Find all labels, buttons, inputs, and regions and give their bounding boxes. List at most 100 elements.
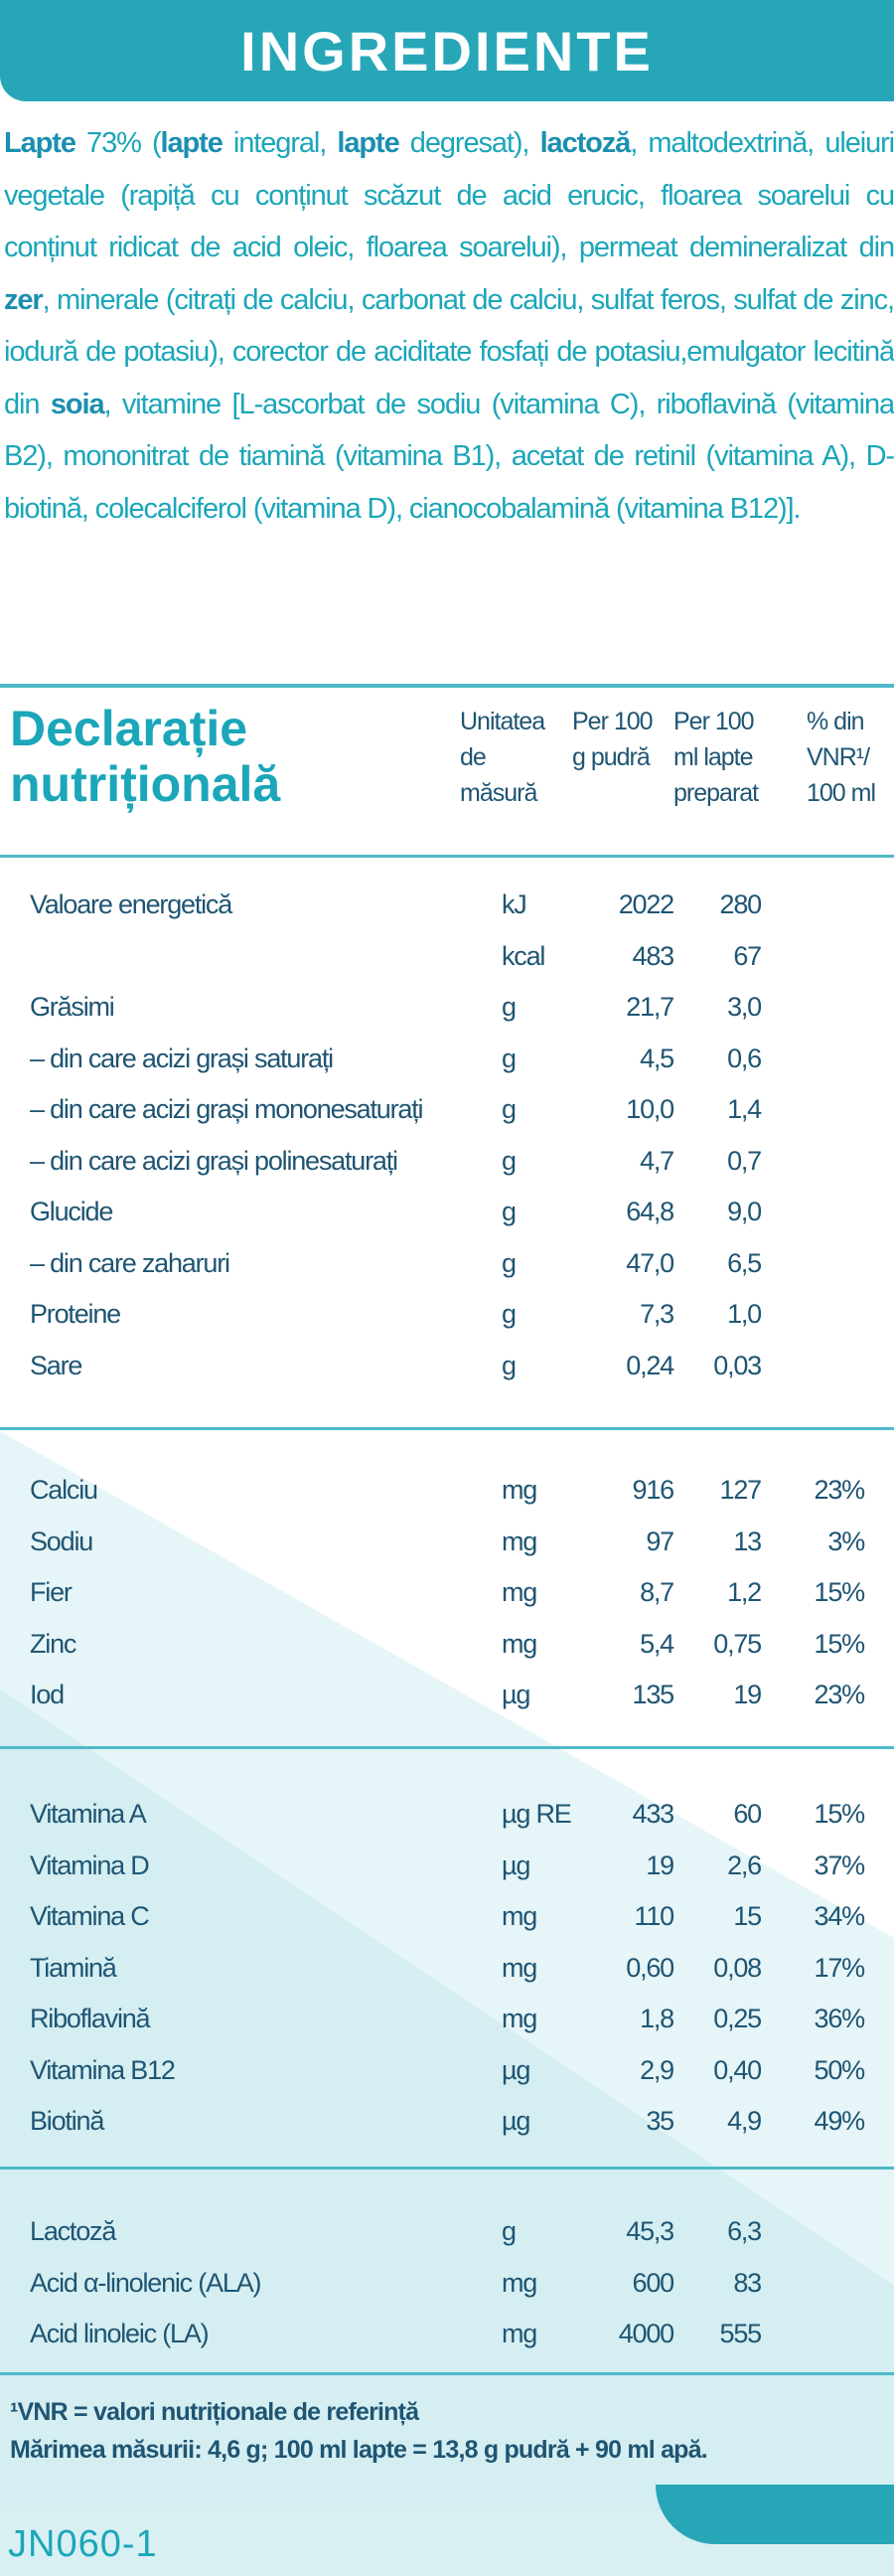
cell-unit: mg: [502, 2319, 537, 2348]
cell-per-100ml: 127: [719, 1475, 763, 1505]
bottom-accent: [656, 2485, 894, 2544]
cell-vnr: 37%: [814, 1850, 866, 1880]
cell-name: Iod: [30, 1680, 65, 1709]
cell-per-100ml: 9,0: [727, 1197, 762, 1226]
cell-unit: µg: [502, 2054, 530, 2085]
cell-name: – din care zaharuri: [30, 1247, 230, 1278]
cell-per-100g: 2,9: [640, 2054, 674, 2085]
cell-per-100ml: 83: [733, 2267, 762, 2298]
cell-name: Sare: [30, 1350, 82, 1380]
cell-per-100ml: 0,75: [713, 1628, 762, 1659]
cell-vnr: [761, 1187, 864, 1238]
footnote: ¹VNR = valori nutriționale de referință: [10, 2398, 419, 2426]
cell-per-100g: 35: [646, 2106, 674, 2136]
table-row: kcal 483 67: [30, 931, 864, 983]
cell-per-100ml: 15: [733, 1901, 762, 1931]
column-header: % din VNR¹/ 100 ml: [807, 708, 876, 807]
cell-per-100g: 2022: [618, 889, 674, 919]
column-header: Unitatea de măsură: [460, 708, 545, 807]
group-rule: [0, 2372, 894, 2375]
cell-per-100g: 433: [632, 1799, 675, 1829]
cell-unit: µg: [502, 1850, 530, 1880]
ingredient-text: integral,: [222, 127, 338, 159]
cell-per-100g: 47,0: [626, 1247, 674, 1278]
table-row: Glucide g 64,8 9,0: [30, 1187, 864, 1238]
cell-per-100ml: 60: [733, 1799, 762, 1829]
cell-vnr: 50%: [814, 2054, 866, 2085]
cell-unit: g: [502, 2216, 517, 2246]
cell-vnr: 49%: [814, 2106, 866, 2136]
cell-per-100g: 64,8: [626, 1197, 674, 1226]
cell-per-100g: 600: [632, 2267, 675, 2298]
cell-per-100g: 97: [646, 1526, 674, 1556]
cell-name: Fier: [30, 1577, 73, 1607]
cell-name: – din care acizi grași saturați: [30, 1043, 334, 1073]
cell-unit: kcal: [502, 940, 545, 971]
table-top-rule: [0, 684, 894, 688]
cell-per-100g: 45,3: [626, 2216, 674, 2246]
cell-name: Biotină: [30, 2106, 104, 2136]
cell-name: Grăsimi: [30, 992, 115, 1022]
cell-name: Valoare energetică: [30, 889, 232, 919]
cell-per-100ml: 0,25: [713, 2004, 762, 2033]
cell-name: Vitamina C: [30, 1901, 150, 1931]
allergen: soia: [50, 388, 105, 420]
cell-per-100ml: 0,08: [713, 1952, 762, 1983]
table-row: – din care acizi grași saturați g 4,5 0,6: [30, 1034, 864, 1085]
cell-name: Sodiu: [30, 1526, 93, 1556]
cell-per-100ml: 4,9: [727, 2106, 762, 2136]
cell-vnr: 34%: [814, 1901, 866, 1931]
cell-per-100g: 19: [646, 1850, 674, 1880]
cell-per-100g: 1,8: [640, 2004, 674, 2033]
cell-vnr: [761, 1084, 864, 1136]
cell-unit: mg: [502, 1475, 537, 1505]
cell-unit: mg: [502, 1577, 537, 1607]
table-row: Vitamina D µg 19 2,6 37%: [30, 1841, 866, 1892]
cell-name: Lactoză: [30, 2216, 116, 2246]
cell-name: – din care acizi grași mononesaturați: [30, 1094, 424, 1124]
table-row: Vitamina A µg RE 433 60 15%: [30, 1789, 865, 1841]
cell-vnr: 15%: [814, 1628, 866, 1659]
table-row: Iod µg 135 19 23%: [30, 1670, 866, 1721]
allergen: lapte: [337, 127, 399, 159]
table-row: Lactoză g 45,3 6,3: [30, 2206, 864, 2258]
cell-vnr: [761, 1238, 864, 1290]
cell-vnr: [761, 931, 864, 983]
cell-unit: mg: [502, 2267, 537, 2298]
cell-name: Glucide: [30, 1197, 113, 1226]
table-row: – din care acizi grași mononesaturați g 10…: [30, 1084, 864, 1136]
cell-vnr: [761, 2309, 864, 2360]
cell-per-100g: 0,24: [626, 1350, 674, 1380]
bg-band: [0, 1690, 894, 2514]
cell-per-100ml: 3,0: [727, 992, 762, 1022]
cell-per-100ml: 6,5: [727, 1247, 762, 1278]
ingredient-text: 73% (: [74, 127, 162, 159]
cell-unit: µg RE: [502, 1799, 572, 1829]
cell-vnr: 23%: [814, 1680, 866, 1709]
table-row: Riboflavină mg 1,8 0,25 36%: [30, 1994, 865, 2045]
cell-per-100ml: 555: [719, 2319, 763, 2348]
product-code: JN060-1: [8, 2523, 158, 2565]
cell-name: Calciu: [30, 1475, 98, 1505]
cell-per-100g: 4,7: [640, 1145, 674, 1176]
cell-per-100ml: 0,7: [727, 1145, 762, 1176]
table-row: Proteine g 7,3 1,0: [30, 1289, 864, 1341]
group-rule: [0, 1746, 894, 1749]
cell-per-100g: 21,7: [626, 992, 674, 1022]
cell-name: Tiamină: [30, 1952, 117, 1983]
cell-vnr: [761, 1034, 864, 1085]
cell-per-100ml: 13: [733, 1526, 762, 1556]
cell-per-100ml: 0,03: [713, 1350, 762, 1380]
cell-per-100ml: 280: [719, 889, 763, 919]
cell-name: Vitamina B12: [30, 2054, 176, 2085]
cell-per-100g: 7,3: [640, 1299, 674, 1329]
cell-unit: mg: [502, 1952, 537, 1983]
cell-name: – din care acizi grași polinesaturați: [30, 1145, 398, 1176]
ingredient-text: , vitamine [L-ascorbat de sodiu (vitamin…: [4, 388, 894, 525]
cell-vnr: [761, 1341, 864, 1392]
table-row: Calciu mg 916 127 23%: [30, 1465, 865, 1517]
cell-unit: kJ: [502, 889, 527, 919]
table-row: Vitamina C mg 110 15 34%: [30, 1891, 866, 1943]
cell-per-100g: 4000: [618, 2319, 674, 2348]
